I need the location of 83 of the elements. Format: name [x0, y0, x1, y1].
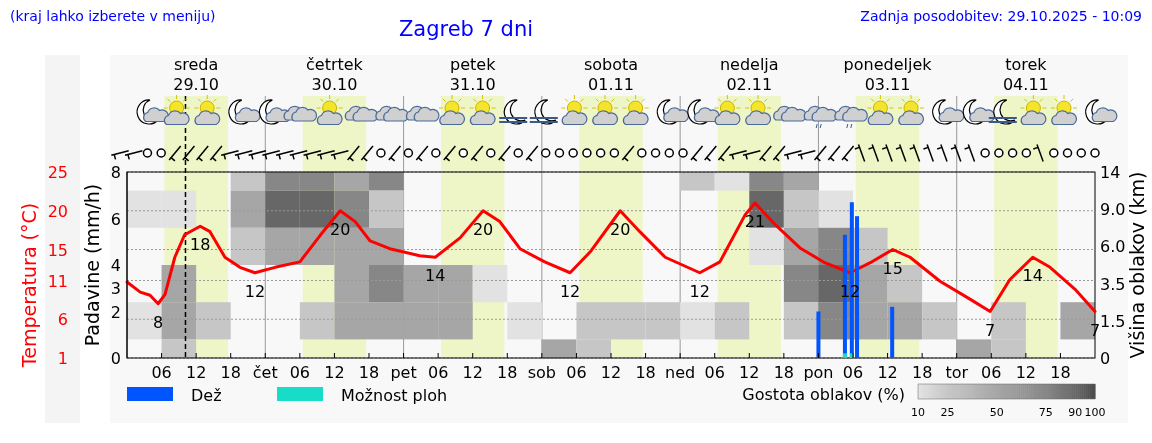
y-axis-title: Temperatura (°C) — [18, 202, 40, 369]
chart-subtitle: (kraj lahko izberete v meniju) — [10, 8, 216, 24]
x-tick-label: 18 — [635, 363, 656, 382]
legend-label: Dež — [191, 386, 222, 405]
x-tick-label: 12 — [1015, 363, 1037, 382]
y2-tick-label: 6 — [110, 209, 121, 229]
x-tick-label: pon — [803, 363, 834, 382]
chart-title: Zagreb 7 dni — [398, 17, 534, 41]
x-tick-label: 18 — [220, 363, 241, 382]
x-tick-label: čet — [252, 363, 278, 382]
y-tick-label: 0 — [1100, 349, 1111, 368]
x-tick-label: 18 — [773, 363, 795, 382]
x-tick-label: 06 — [566, 363, 587, 382]
x2-tick-label: sobota 01.11 — [583, 55, 639, 94]
y-tick-label: 6.0 — [1100, 237, 1126, 257]
x-tick-label: ned — [665, 363, 696, 382]
x-tick-label: 06 — [704, 363, 725, 382]
data-label: 12 — [244, 281, 266, 301]
x-tick-label: 18 — [911, 363, 933, 382]
x-tick-label: 12 — [877, 363, 898, 382]
data-label: 12 — [559, 281, 581, 301]
data-label: 20 — [472, 219, 494, 239]
legend-label: Možnost ploh — [341, 386, 448, 405]
text: Zadnja posodobitev: 29.10.2025 - 10:09 — [860, 8, 1142, 24]
x-tick-label: tor — [945, 363, 969, 382]
color-bar-title: Gostota oblakov (%) — [742, 385, 905, 404]
y-tick-label: 14 — [1100, 163, 1121, 182]
y2-tick-label: 8 — [110, 163, 121, 182]
y-axis-title: Višina oblakov (km) — [1126, 171, 1148, 359]
y-tick-label: 25 — [47, 163, 68, 182]
y2-tick-label: 3 — [110, 279, 121, 299]
x-tick-label: 06 — [981, 363, 1002, 382]
color-bar-label: 50 — [989, 406, 1004, 419]
data-label: 14 — [425, 266, 446, 286]
x-tick-label: 18 — [358, 363, 380, 382]
color-bar-label: 25 — [940, 406, 955, 419]
y2-tick-label: 2 — [110, 302, 121, 322]
x-tick-label: 06 — [289, 363, 311, 382]
color-bar-label: 90 — [1068, 406, 1083, 419]
bar — [890, 306, 895, 358]
x-tick-label: 12 — [739, 363, 760, 382]
y-tick-label: 1 — [57, 349, 68, 368]
x-tick-label: 06 — [427, 363, 449, 382]
data-label: 7 — [1089, 320, 1101, 340]
y-tick-label: 3.5 — [1100, 274, 1126, 294]
x2-tick-label: torek 04.11 — [1002, 55, 1049, 94]
data-label: 18 — [190, 235, 211, 255]
color-bar-label: 75 — [1038, 406, 1053, 419]
x-tick-label: 06 — [151, 363, 172, 382]
x-tick-label: 12 — [462, 363, 483, 382]
data-label: 7 — [985, 320, 996, 340]
bar — [842, 353, 847, 358]
x2-tick-label: ponedeljek 03.11 — [843, 55, 933, 94]
x-tick-label: 06 — [842, 363, 864, 382]
data-label: 12 — [689, 281, 710, 301]
y-tick-label: 6 — [57, 310, 68, 330]
x2-tick-label: nedelja 02.11 — [719, 55, 779, 94]
x-tick-label: sob — [527, 363, 556, 382]
y2-tick-label: 0 — [110, 349, 121, 368]
bar — [816, 311, 821, 358]
y2-tick-label: 4 — [110, 256, 121, 275]
x-tick-label: 18 — [497, 363, 518, 382]
y-tick-label: 9.0 — [1100, 200, 1126, 220]
x-tick-label: 12 — [324, 363, 345, 382]
y-tick-label: 20 — [47, 201, 68, 221]
data-label: 20 — [610, 219, 631, 239]
y-tick-label: 11 — [47, 271, 68, 291]
y2-axis-title: Padavine (mm/h) — [81, 183, 103, 347]
x2-tick-label: sreda 29.10 — [173, 55, 220, 94]
y-tick-label: 15 — [47, 240, 68, 260]
color-bar-label: 100 — [1084, 406, 1106, 419]
x-tick-label: 18 — [1050, 363, 1071, 382]
x-tick-label: 12 — [185, 363, 207, 382]
color-bar-label: 10 — [911, 406, 925, 419]
x-tick-label: pet — [390, 363, 417, 382]
data-label: 15 — [882, 258, 903, 278]
x2-tick-label: petek 31.10 — [449, 55, 497, 94]
data-label: 20 — [330, 219, 351, 239]
x-tick-label: 12 — [600, 363, 622, 382]
data-label: 8 — [153, 312, 164, 332]
x2-tick-label: četrtek 30.10 — [305, 55, 364, 94]
data-label: 14 — [1022, 266, 1043, 286]
y-tick-label: 1.5 — [1100, 311, 1126, 331]
